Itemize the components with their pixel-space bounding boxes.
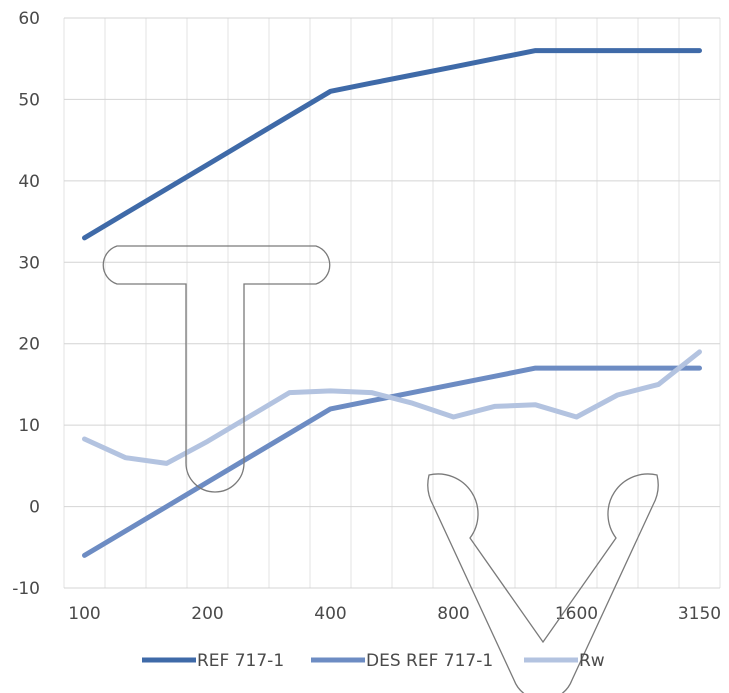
legend-label: DES REF 717-1 xyxy=(366,651,493,671)
x-tick-label: 100 xyxy=(68,604,100,624)
legend: REF 717-1 DES REF 717-1 Rw xyxy=(142,651,605,671)
y-tick-label: 60 xyxy=(18,9,40,29)
t-glyph-outline xyxy=(102,245,331,493)
y-tick-label: 0 xyxy=(29,498,40,518)
series-lines xyxy=(82,48,702,558)
series-line-3 xyxy=(82,349,702,466)
x-tick-label: 3150 xyxy=(678,604,721,624)
x-tick-label: 400 xyxy=(314,604,346,624)
x-tick-label: 1600 xyxy=(555,604,598,624)
horizontal-gridlines xyxy=(64,17,720,589)
x-tick-label: 200 xyxy=(191,604,223,624)
x-axis-tick-labels: 100 200 400 800 1600 3150 xyxy=(68,604,721,624)
y-tick-label: 50 xyxy=(18,90,40,110)
vertical-gridlines xyxy=(63,18,721,588)
y-tick-label: -10 xyxy=(12,579,40,599)
v-glyph-outline xyxy=(427,473,659,693)
series-line-1 xyxy=(82,48,702,241)
y-axis-tick-labels: -10 0 10 20 30 40 50 60 xyxy=(12,9,40,599)
y-tick-label: 40 xyxy=(18,172,40,192)
tv-outline-overlay xyxy=(102,245,659,693)
legend-label: REF 717-1 xyxy=(197,651,284,671)
y-tick-label: 10 xyxy=(18,416,40,436)
y-tick-label: 30 xyxy=(18,253,40,273)
x-tick-label: 800 xyxy=(437,604,469,624)
y-tick-label: 20 xyxy=(18,335,40,355)
legend-label: Rw xyxy=(579,651,605,671)
